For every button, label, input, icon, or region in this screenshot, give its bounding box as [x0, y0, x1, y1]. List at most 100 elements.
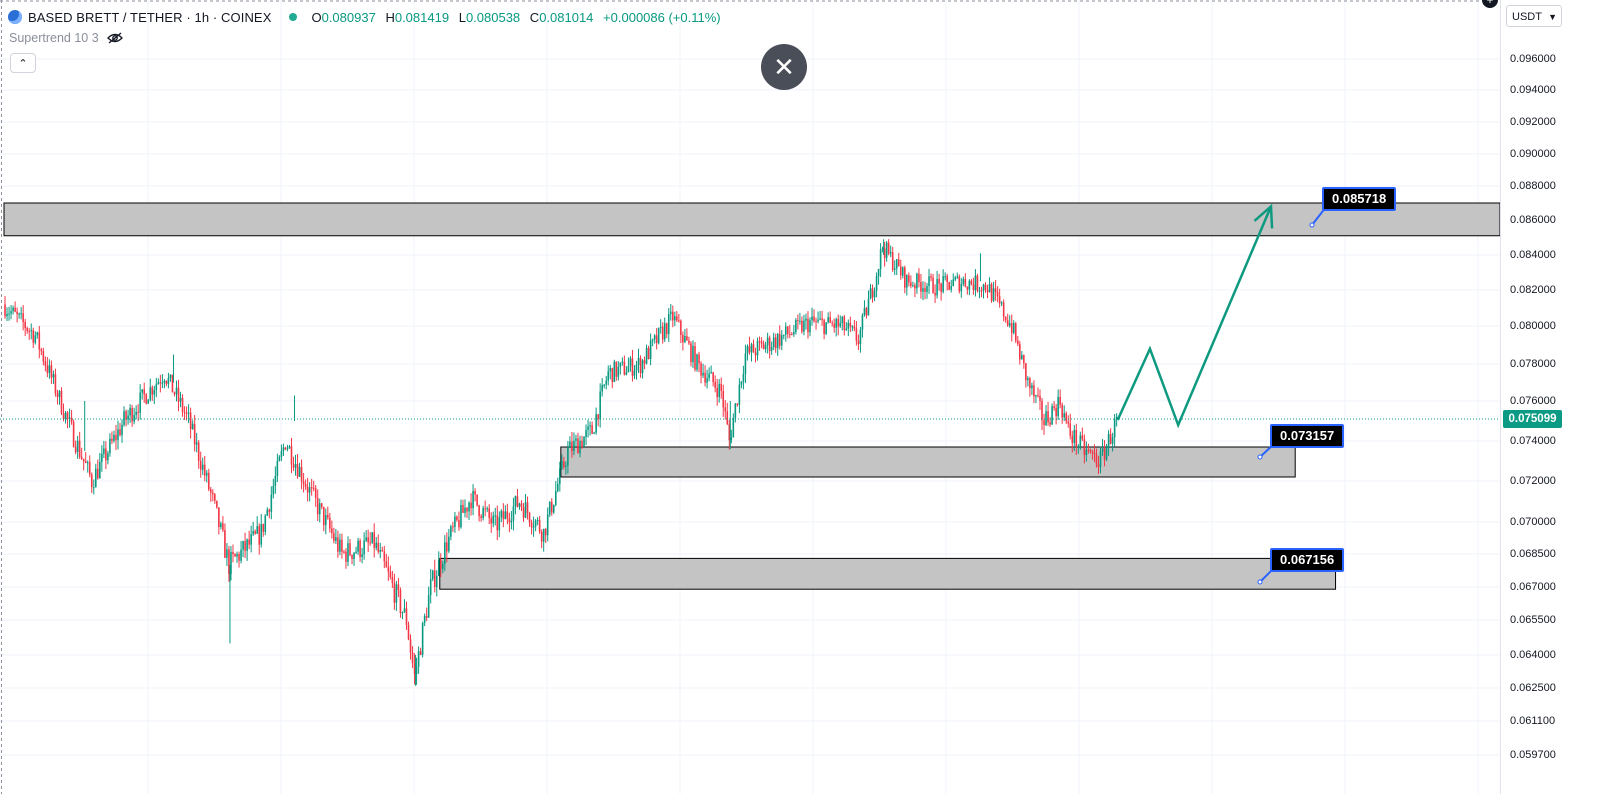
price-axis[interactable] [1500, 0, 1599, 794]
price-tick-label: 0.092000 [1510, 116, 1556, 128]
candle [20, 307, 22, 320]
candle-body [833, 323, 836, 328]
candle [1069, 413, 1072, 440]
candle [444, 535, 446, 571]
candle [405, 601, 408, 630]
candle-body [813, 316, 815, 322]
candle-body [920, 282, 922, 292]
candle [811, 307, 813, 326]
candle-body [423, 615, 426, 623]
candle-body [589, 425, 591, 427]
candle [391, 570, 394, 588]
candle [583, 436, 585, 448]
candle-body [609, 368, 612, 372]
candle-body [454, 516, 456, 527]
candle [557, 477, 559, 493]
candle [924, 281, 926, 300]
candle-body [784, 326, 787, 335]
candle [1045, 405, 1047, 426]
candle-body [256, 526, 258, 534]
candle [789, 324, 791, 339]
candle [476, 494, 478, 507]
eye-off-icon[interactable] [106, 32, 123, 44]
candle-body [881, 248, 884, 250]
projection-arrowhead [1253, 203, 1274, 229]
candle [696, 353, 698, 372]
candle [54, 368, 57, 397]
candle-body [314, 488, 317, 498]
candle-body [349, 543, 351, 555]
candle-body [135, 411, 137, 416]
candle-body [724, 407, 727, 412]
candle-body [672, 311, 674, 321]
candle-body [280, 451, 283, 457]
close-button[interactable]: ✕ [761, 44, 807, 90]
candle-body [254, 531, 256, 534]
candle-body [38, 332, 41, 350]
candle-body [125, 411, 127, 420]
candle [972, 277, 975, 295]
indicator-legend[interactable]: Supertrend 10 3 [9, 31, 123, 45]
candle [718, 379, 721, 403]
indicator-name[interactable]: Supertrend 10 3 [9, 31, 99, 45]
candle-body [22, 313, 24, 322]
candle-body [756, 341, 759, 356]
candle-body [357, 540, 359, 552]
candle [494, 507, 497, 526]
candle [1115, 413, 1118, 427]
candle-body [577, 438, 579, 454]
candle-body [351, 554, 353, 559]
candle [809, 317, 811, 337]
collapse-legend-button[interactable]: ⌃ [10, 53, 36, 73]
candle-body [16, 311, 18, 315]
candle-body [526, 502, 529, 514]
candle-body [916, 273, 918, 289]
candle-body [1035, 395, 1037, 397]
candle [805, 313, 807, 330]
candle-body [1115, 416, 1118, 420]
candle-body [1010, 323, 1013, 333]
candle [452, 521, 454, 532]
candle-body [395, 584, 398, 603]
candle-body [369, 542, 371, 544]
candle-body [1087, 449, 1090, 451]
candle [617, 361, 620, 381]
candle-body [942, 276, 944, 292]
candle [698, 351, 700, 373]
candle [155, 377, 158, 398]
candle [793, 324, 795, 337]
zone-price-label[interactable]: 0.073157 [1270, 424, 1345, 448]
candle [228, 545, 230, 582]
zone-price-label[interactable]: 0.085718 [1322, 187, 1397, 211]
zone-price-label[interactable]: 0.067156 [1270, 548, 1345, 572]
candle-body [994, 288, 997, 293]
candle [837, 314, 840, 336]
candle [633, 365, 636, 380]
candle [552, 504, 555, 515]
candle [458, 511, 460, 531]
symbol-title[interactable]: BASED BRETT / TETHER · 1h · COINEX [28, 9, 272, 25]
candle [193, 415, 196, 452]
candle-body [444, 542, 446, 564]
currency-selector[interactable]: USDT ▼ [1506, 5, 1562, 27]
candle [224, 523, 226, 558]
candle [734, 402, 737, 423]
candle-body [768, 337, 771, 351]
candle [1081, 427, 1084, 442]
plus-icon[interactable]: + [1482, 0, 1498, 8]
candle [439, 553, 442, 578]
candle-body [304, 484, 307, 487]
candle-body [286, 448, 289, 450]
candle-body [504, 511, 507, 520]
currency-label: USDT [1512, 11, 1542, 23]
candle [605, 375, 608, 390]
candle [518, 502, 521, 510]
candle [266, 507, 269, 517]
candle [218, 507, 220, 535]
candle [105, 441, 107, 470]
candle [573, 432, 575, 456]
candle [353, 551, 355, 566]
candle-body [260, 523, 263, 545]
candle-body [837, 319, 840, 327]
